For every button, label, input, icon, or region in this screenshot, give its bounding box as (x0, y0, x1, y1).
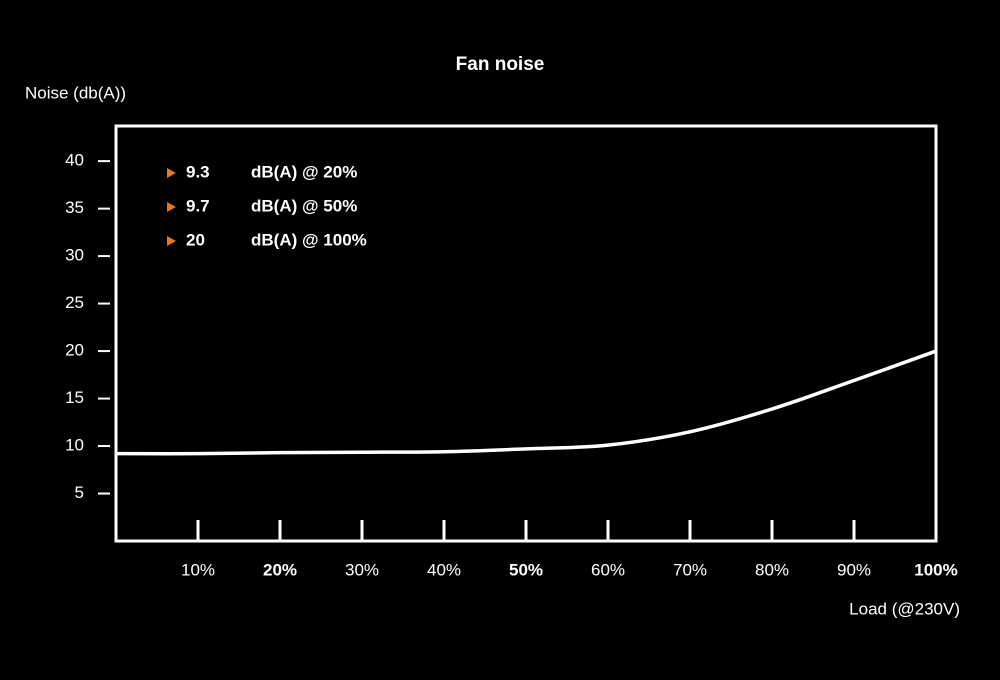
grid (116, 160, 936, 495)
y-tick-label: 25 (65, 293, 84, 312)
x-tick-label: 70% (673, 560, 707, 579)
annotation-marker (167, 236, 176, 246)
y-tick-label: 40 (65, 151, 84, 170)
annotation-value: 20 (186, 230, 205, 249)
y-tick-label: 15 (65, 388, 84, 407)
y-tick-label: 35 (65, 198, 84, 217)
y-tick-label: 10 (65, 436, 84, 455)
x-axis-label: Load (@230V) (849, 599, 960, 618)
chart-title: Fan noise (456, 54, 545, 75)
x-tick-label: 90% (837, 560, 871, 579)
y-tick-label: 30 (65, 246, 84, 265)
annotation-value: 9.3 (186, 162, 210, 181)
y-tick-label: 20 (65, 341, 84, 360)
x-tick-label: 80% (755, 560, 789, 579)
x-tick-label: 100% (914, 560, 957, 579)
line (115, 349, 937, 456)
annotation-value: 9.7 (186, 196, 210, 215)
x-tick-label: 60% (591, 560, 625, 579)
x-tick-label: 50% (509, 560, 543, 579)
x-tick-label: 20% (263, 560, 297, 579)
annotation-label: dB(A) @ 20% (251, 162, 357, 181)
y-tick-label: 5 (75, 483, 84, 502)
plot-frame (114, 124, 938, 543)
annotation-label: dB(A) @ 100% (251, 230, 367, 249)
x-tick-label: 10% (181, 560, 215, 579)
annotation-marker (167, 168, 176, 178)
annotation-label: dB(A) @ 50% (251, 196, 357, 215)
y-axis-label: Noise (db(A)) (25, 83, 126, 102)
x-tick-label: 30% (345, 560, 379, 579)
x-tick-label: 40% (427, 560, 461, 579)
annotation-marker (167, 202, 176, 212)
